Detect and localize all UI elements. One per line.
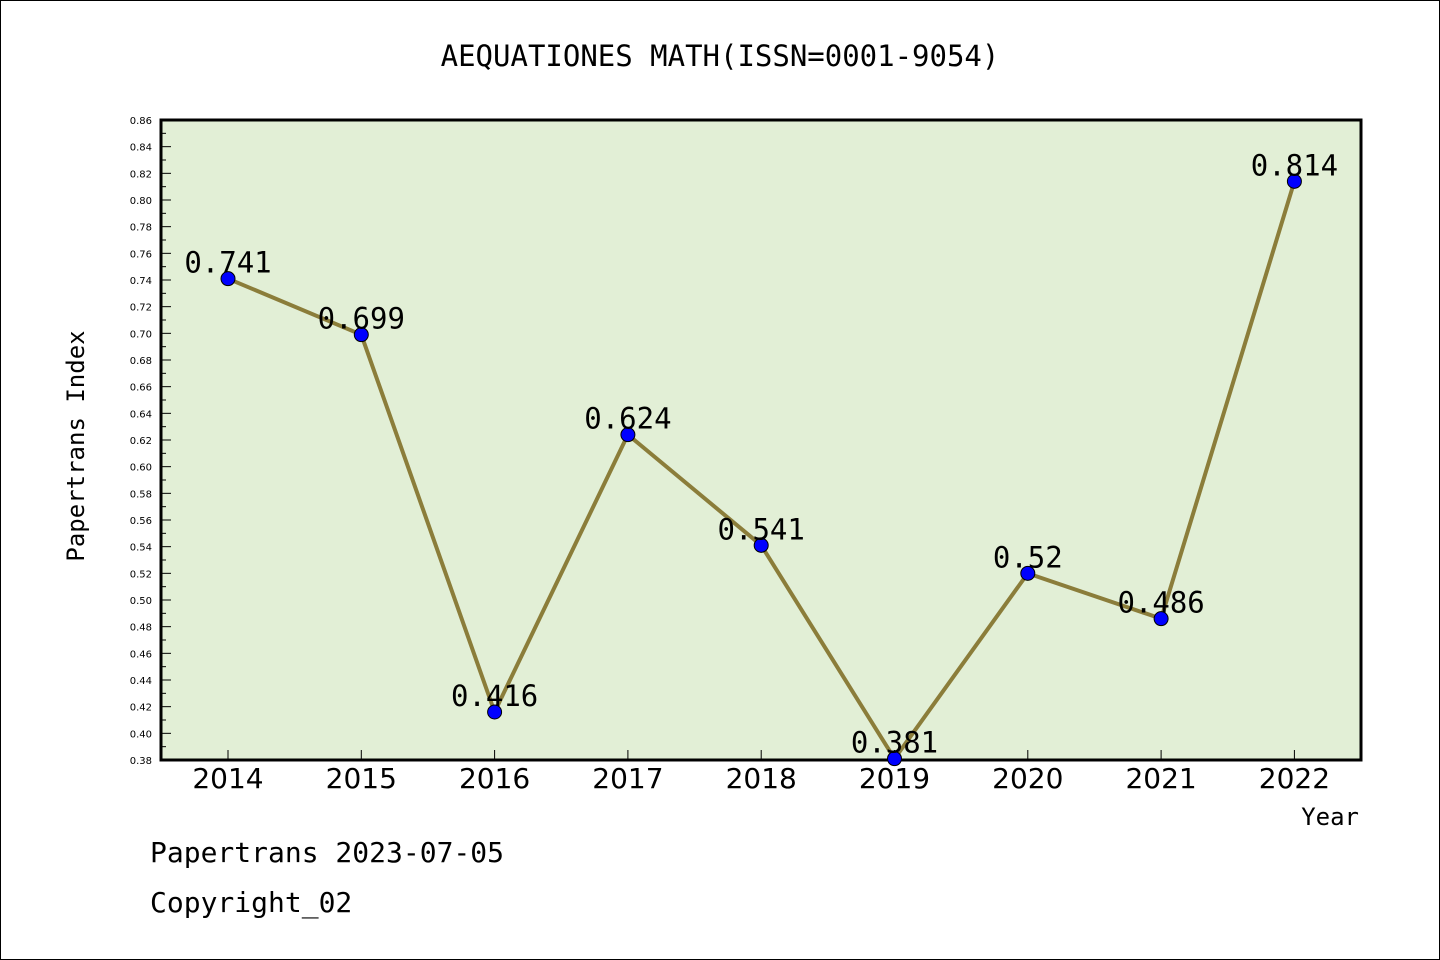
y-tick-label: 0.86: [130, 116, 152, 127]
y-tick-label: 0.52: [130, 569, 152, 580]
y-tick-label: 0.78: [130, 223, 152, 234]
x-tick-label: 2015: [326, 762, 397, 795]
data-labels: 0.741 0.699 0.416 0.624 0.541 0.381 0.52 0.486 0…: [184, 148, 1338, 759]
y-tick-label: 0.44: [130, 676, 152, 687]
plot-area: [159, 118, 1363, 762]
y-tick-label: 0.82: [130, 169, 152, 180]
y-tick-label: 0.66: [130, 383, 152, 394]
data-label: 0.541: [718, 512, 805, 546]
y-tick-label: 0.74: [130, 276, 152, 287]
data-point: [1153, 611, 1169, 627]
y-tick-label: 0.72: [130, 303, 152, 314]
data-point: [753, 537, 769, 553]
chart-title: AEQUATIONES MATH(ISSN=0001-9054): [441, 39, 1000, 73]
y-tick-label: 0.60: [130, 463, 152, 474]
y-tick-label: 0.62: [130, 436, 152, 447]
y-axis: 0.38 0.40 0.42 0.44 0.46 0.48 0.50 0.52 0.54 0.56…: [130, 116, 171, 767]
y-tick-label: 0.70: [130, 329, 152, 340]
y-tick-label: 0.84: [130, 143, 152, 154]
x-tick-label: 2017: [592, 762, 663, 795]
y-tick-label: 0.48: [130, 623, 152, 634]
data-point: [1286, 173, 1302, 189]
y-tick-label: 0.54: [130, 543, 152, 554]
data-label: 0.741: [184, 246, 271, 280]
data-label: 0.416: [451, 679, 538, 713]
data-label: 0.624: [584, 402, 671, 436]
data-point: [353, 327, 369, 343]
y-tick-label: 0.68: [130, 356, 152, 367]
y-tick-label: 0.76: [130, 249, 152, 260]
x-tick-label: 2019: [859, 762, 930, 795]
y-tick-label: 0.80: [130, 196, 152, 207]
data-label: 0.814: [1251, 148, 1338, 182]
data-point: [620, 427, 636, 443]
y-tick-label: 0.58: [130, 489, 152, 500]
footer-copyright: Copyright_02: [150, 886, 353, 919]
y-tick-label: 0.40: [130, 729, 152, 740]
y-tick-label: 0.50: [130, 596, 152, 607]
data-label: 0.486: [1117, 586, 1204, 620]
y-axis-label: Papertrans Index: [62, 330, 90, 561]
data-label: 0.699: [318, 302, 405, 336]
y-tick-label: 0.56: [130, 516, 152, 527]
data-label: 0.52: [993, 540, 1063, 574]
data-points: [220, 173, 1302, 767]
x-axis-label: Year: [1301, 803, 1359, 831]
data-point: [220, 271, 236, 287]
x-tick-label: 2014: [192, 762, 263, 795]
data-point: [887, 751, 902, 767]
data-point: [1020, 565, 1036, 581]
data-label: 0.381: [851, 726, 938, 760]
data-point: [487, 704, 503, 720]
x-tick-label: 2016: [459, 762, 530, 795]
y-tick-label: 0.38: [130, 756, 152, 767]
x-tick-label: 2020: [992, 762, 1063, 795]
y-tick-label: 0.64: [130, 409, 152, 420]
x-tick-label: 2021: [1125, 762, 1196, 795]
y-tick-label: 0.42: [130, 703, 152, 714]
x-tick-label: 2022: [1259, 762, 1330, 795]
footer-date: Papertrans 2023-07-05: [150, 836, 505, 869]
y-tick-label: 0.46: [130, 649, 152, 660]
x-axis: 2014 2015 2016 2017 2018 2019 2020 2021 2022: [192, 750, 1330, 795]
x-tick-label: 2018: [726, 762, 797, 795]
